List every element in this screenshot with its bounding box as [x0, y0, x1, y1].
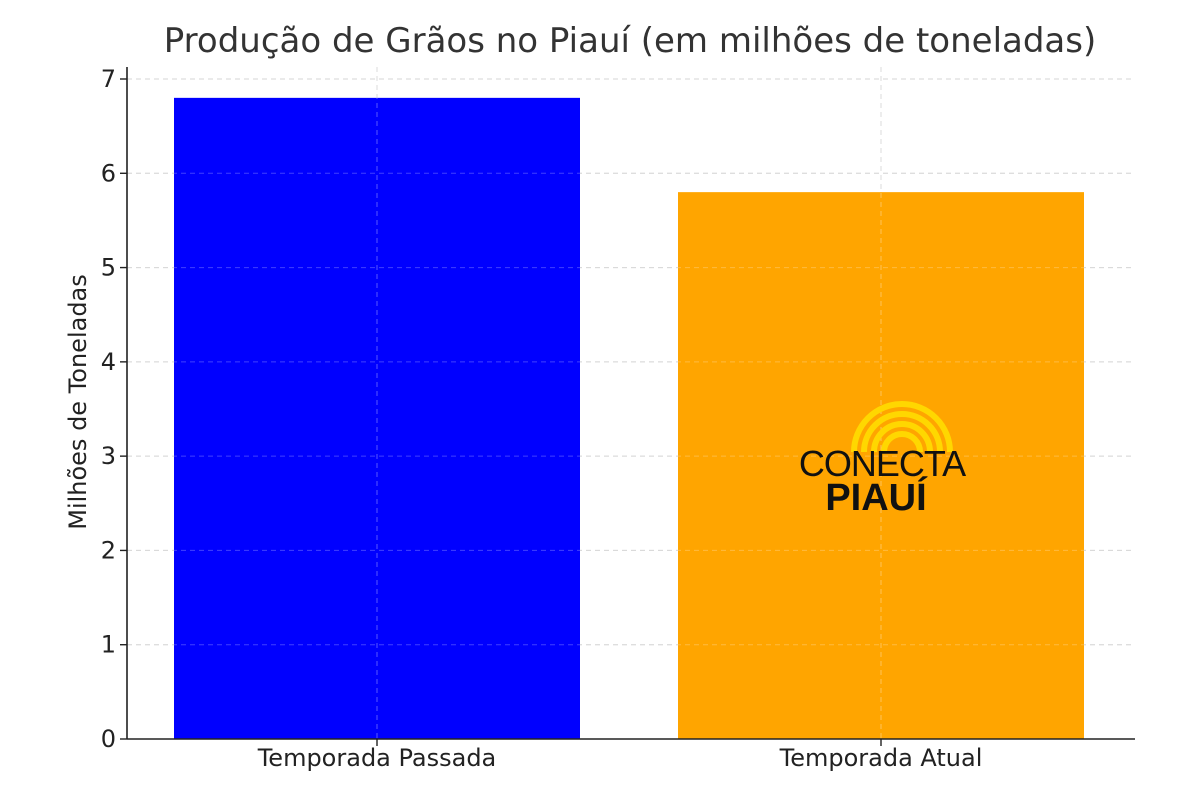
- watermark-logo: CONECTA PIAUÍ: [799, 401, 967, 519]
- x-tick-label: Temporada Atual: [779, 744, 983, 772]
- y-tick-label: 1: [101, 631, 116, 659]
- y-tick-label: 5: [101, 254, 116, 282]
- y-axis-label: Milhões de Toneladas: [64, 274, 92, 530]
- y-tick-label: 0: [101, 725, 116, 753]
- bar: [678, 192, 1084, 740]
- axes: [126, 67, 1135, 740]
- watermark-line2: PIAUÍ: [825, 475, 928, 519]
- y-tick-label: 4: [101, 348, 116, 376]
- wave-arc: [871, 421, 933, 453]
- wave-arc: [861, 411, 943, 453]
- bars: [127, 67, 1135, 740]
- y-tick-label: 6: [101, 159, 116, 187]
- watermark-line1: CONECTA: [799, 443, 966, 484]
- y-tick-label: 7: [101, 65, 116, 93]
- wave-arc: [881, 431, 923, 453]
- y-tick-label: 2: [101, 536, 116, 564]
- chart-title: Produção de Grãos no Piauí (em milhões d…: [164, 21, 1097, 61]
- y-tick-label: 3: [101, 442, 116, 470]
- wave-arc: [851, 401, 953, 453]
- x-tick-label: Temporada Passada: [257, 744, 497, 772]
- bar: [174, 97, 580, 740]
- radio-waves-icon: [851, 401, 953, 453]
- tick-labels: 0 1 2 3 4 5 6 7 Temporada Passada Temporada Atual: [101, 65, 983, 772]
